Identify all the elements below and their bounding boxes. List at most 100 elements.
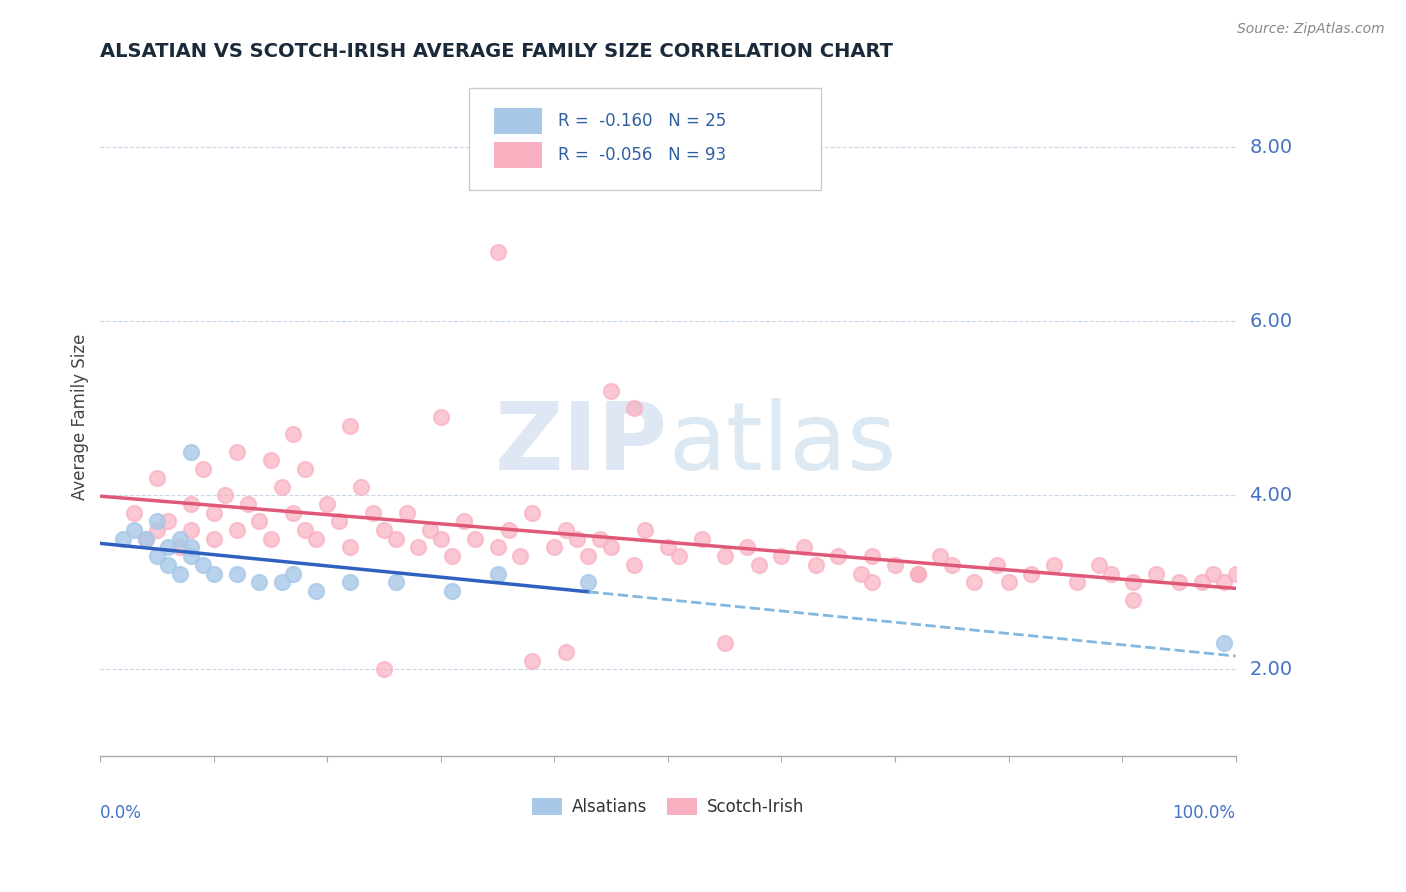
Point (520, 506, 543, 520)
FancyBboxPatch shape (495, 108, 541, 134)
Point (124, 506, 146, 520)
Point (748, 558, 770, 572)
Point (271, 575, 294, 590)
Point (180, 549, 202, 563)
Text: R =  -0.160   N = 25: R = -0.160 N = 25 (558, 112, 725, 130)
Point (202, 532, 225, 546)
Point (135, 532, 157, 546)
Point (589, 532, 612, 546)
Point (283, 427, 305, 442)
Point (907, 566, 929, 581)
Point (316, 497, 339, 511)
Y-axis label: Average Family Size: Average Family Size (72, 334, 89, 500)
Point (1225, 566, 1247, 581)
Point (373, 662, 395, 676)
Point (554, 645, 576, 659)
Text: 8.00: 8.00 (1250, 137, 1292, 157)
Point (430, 409, 453, 424)
Point (565, 532, 588, 546)
Point (1122, 575, 1144, 590)
Point (1202, 566, 1225, 581)
Point (283, 506, 305, 520)
Point (305, 583, 328, 598)
Point (441, 549, 464, 563)
Point (294, 523, 316, 537)
Point (578, 575, 600, 590)
Point (623, 558, 645, 572)
Point (486, 244, 509, 259)
Point (690, 532, 713, 546)
Point (997, 575, 1019, 590)
Point (180, 523, 202, 537)
Point (202, 506, 225, 520)
Point (623, 401, 645, 416)
Point (395, 506, 418, 520)
Point (350, 479, 373, 493)
Point (180, 497, 202, 511)
Point (578, 549, 600, 563)
Point (827, 549, 849, 563)
Point (191, 462, 214, 476)
Point (225, 566, 247, 581)
Point (907, 566, 929, 581)
Point (1122, 592, 1144, 607)
Point (259, 453, 281, 467)
Point (737, 541, 759, 555)
Point (929, 549, 952, 563)
Point (498, 523, 520, 537)
Text: 2.00: 2.00 (1250, 660, 1292, 679)
Text: 4.00: 4.00 (1250, 486, 1292, 505)
Point (146, 471, 169, 485)
Point (430, 532, 453, 546)
Text: ALSATIAN VS SCOTCH-IRISH AVERAGE FAMILY SIZE CORRELATION CHART: ALSATIAN VS SCOTCH-IRISH AVERAGE FAMILY … (100, 42, 893, 61)
Point (112, 532, 135, 546)
Point (169, 566, 191, 581)
Point (1213, 575, 1236, 590)
Text: ZIP: ZIP (495, 398, 668, 490)
Point (236, 497, 259, 511)
Point (543, 541, 565, 555)
Point (520, 654, 543, 668)
Point (135, 532, 157, 546)
Point (271, 479, 294, 493)
Point (884, 558, 907, 572)
FancyBboxPatch shape (470, 87, 821, 190)
Point (1019, 566, 1042, 581)
Point (600, 384, 623, 398)
Point (860, 549, 883, 563)
Point (986, 558, 1008, 572)
Point (657, 541, 679, 555)
Text: 6.00: 6.00 (1250, 311, 1292, 331)
Point (1066, 575, 1088, 590)
Text: Source: ZipAtlas.com: Source: ZipAtlas.com (1237, 22, 1385, 37)
Point (146, 514, 169, 528)
Point (283, 566, 305, 581)
FancyBboxPatch shape (495, 142, 541, 168)
Point (770, 549, 793, 563)
Point (146, 523, 169, 537)
Point (486, 566, 509, 581)
Point (1043, 558, 1066, 572)
Point (305, 532, 328, 546)
Text: atlas: atlas (668, 398, 896, 490)
Point (202, 566, 225, 581)
Point (1167, 575, 1189, 590)
Point (453, 514, 475, 528)
Point (860, 575, 883, 590)
Point (191, 558, 214, 572)
Point (384, 575, 406, 590)
Text: 100.0%: 100.0% (1173, 804, 1236, 822)
Point (328, 514, 350, 528)
Point (247, 514, 270, 528)
Point (294, 462, 316, 476)
Point (668, 549, 690, 563)
Text: R =  -0.056   N = 93: R = -0.056 N = 93 (558, 146, 725, 164)
Point (963, 575, 986, 590)
Point (259, 532, 281, 546)
Point (634, 523, 657, 537)
Point (339, 418, 361, 433)
Point (419, 523, 441, 537)
Point (214, 488, 236, 502)
Point (793, 541, 815, 555)
Point (225, 523, 247, 537)
